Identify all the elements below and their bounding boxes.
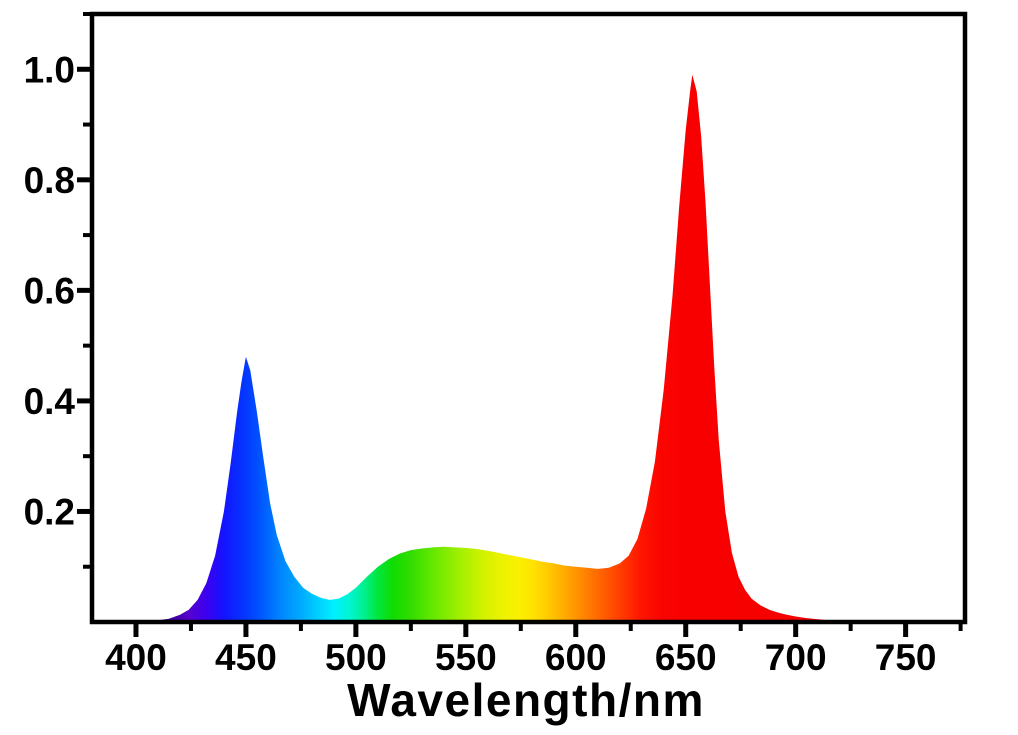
y-tick-label-0.8: 0.8 xyxy=(24,160,75,201)
tick-labels: 400 450 500 550 600 650 700 750 0.2 0.4 0.6 0.8 1.0 xyxy=(24,49,937,678)
x-tick-label-700: 700 xyxy=(765,637,827,678)
y-tick-label-1.0: 1.0 xyxy=(24,49,75,90)
x-tick-label-600: 600 xyxy=(545,637,607,678)
y-tick-label-0.6: 0.6 xyxy=(24,270,75,311)
x-tick-label-650: 650 xyxy=(655,637,717,678)
y-tick-label-0.2: 0.2 xyxy=(24,491,75,532)
x-axis-title: Wavelength/nm xyxy=(347,674,705,726)
x-tick-label-550: 550 xyxy=(435,637,497,678)
y-tick-label-0.4: 0.4 xyxy=(24,381,76,422)
x-tick-label-400: 400 xyxy=(105,637,167,678)
x-tick-label-750: 750 xyxy=(875,637,937,678)
x-tick-label-500: 500 xyxy=(325,637,387,678)
spectrum-area xyxy=(92,74,965,623)
x-tick-label-450: 450 xyxy=(215,637,277,678)
axis-ticks xyxy=(77,12,963,637)
plot-frame xyxy=(89,11,968,625)
